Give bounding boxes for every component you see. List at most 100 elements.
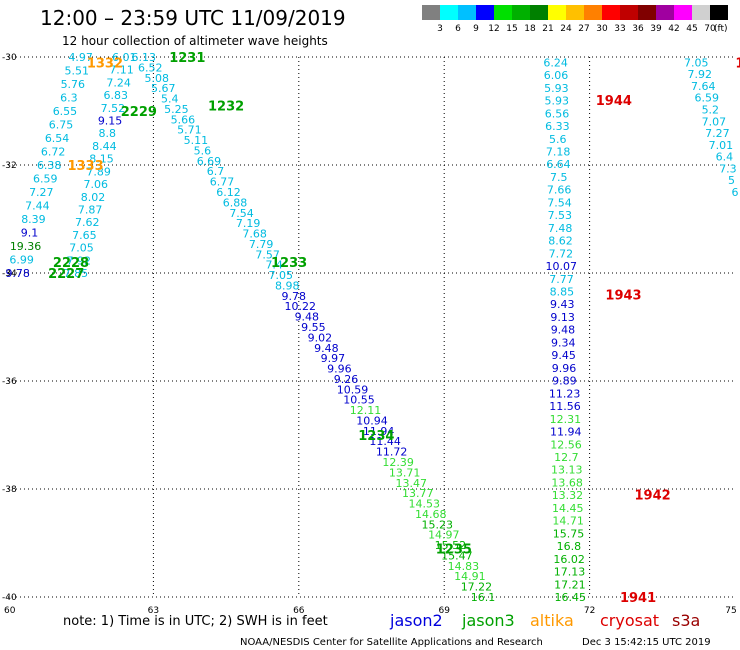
wave-height-label: 7.3 xyxy=(719,162,737,175)
time-label: 2227 xyxy=(48,267,84,282)
wave-height-label: 7.79 xyxy=(249,238,274,251)
wave-height-label: 7.44 xyxy=(25,200,50,213)
x-tick-label: 72 xyxy=(584,606,595,616)
wave-height-label: 14.45 xyxy=(552,502,584,515)
wave-height-label: 7.65 xyxy=(72,229,97,242)
wave-height-label: 7.24 xyxy=(106,76,131,89)
wave-height-label: 7.66 xyxy=(547,184,572,197)
y-tick-label: -36 xyxy=(2,377,17,387)
color-scale-legend: 3 6 9 12 15 18 21 24 27 30 33 36 39 42 45 70(ft) xyxy=(422,5,728,34)
scale-label: 18 xyxy=(524,24,536,34)
wave-height-label: 6.83 xyxy=(104,89,129,102)
wave-height-label: 7.87 xyxy=(78,203,103,216)
wave-height-label: 7.64 xyxy=(691,80,716,93)
scale-label: 12 xyxy=(488,24,499,34)
wave-height-label: 9.45 xyxy=(551,349,576,362)
satellite-legend-entry: s3a xyxy=(672,611,700,630)
wave-height-label: 6.01 xyxy=(112,51,137,64)
wave-height-label: 7.57 xyxy=(255,248,280,261)
wave-height-label: 6.54 xyxy=(45,132,70,145)
time-label: 1233 xyxy=(271,256,307,271)
wave-height-label: 5.25 xyxy=(164,103,189,116)
wave-height-label: 5.2 xyxy=(702,104,720,117)
wave-height-label: 12.31 xyxy=(550,413,582,426)
wave-height-label: 14.71 xyxy=(552,515,584,528)
wave-height-label: 8.8 xyxy=(98,127,116,140)
wave-height-label: 11.72 xyxy=(376,446,408,459)
wave-height-label: 12.7 xyxy=(554,451,579,464)
wave-height-label: 5.93 xyxy=(544,82,569,95)
wave-height-label: 9.96 xyxy=(552,362,577,375)
y-tick-label: -38 xyxy=(2,485,17,495)
wave-height-label: 9.34 xyxy=(551,336,576,349)
wave-height-label: 9.96 xyxy=(327,363,352,376)
scale-swatch xyxy=(530,5,548,20)
scale-swatch xyxy=(692,5,710,20)
wave-height-label: 7.52 xyxy=(101,102,126,115)
wave-height-label: 5.66 xyxy=(171,113,196,126)
wave-height-label: 7.27 xyxy=(29,186,54,199)
wave-height-label: 15.52 xyxy=(435,539,467,552)
wave-height-label: 12.56 xyxy=(550,438,582,451)
wave-height-label: 13.68 xyxy=(551,476,583,489)
wave-height-label: 8.44 xyxy=(92,140,117,153)
wave-height-label: 5.6 xyxy=(194,144,212,157)
time-label: 1941 xyxy=(620,591,656,606)
wave-height-label: 5.76 xyxy=(61,78,86,91)
wave-height-label: 8.98 xyxy=(275,279,300,292)
wave-height-label: 5.08 xyxy=(145,72,170,85)
wave-height-label: 7.68 xyxy=(242,228,267,241)
wave-height-label: 10.55 xyxy=(343,394,375,407)
wave-height-label: 11.23 xyxy=(549,387,581,400)
wave-height-label: 6.06 xyxy=(544,69,569,82)
satellite-legend-entry: cryosat xyxy=(600,611,659,630)
wave-height-label: 8.39 xyxy=(21,213,46,226)
wave-height-label: 7.54 xyxy=(229,207,254,220)
y-tick-label: -40 xyxy=(2,593,17,603)
wave-height-label: 6.99 xyxy=(9,254,34,267)
scale-label: 15 xyxy=(506,24,517,34)
scale-swatch xyxy=(458,5,476,20)
scale-label: 27 xyxy=(578,24,589,34)
wave-height-label: 16.1 xyxy=(471,591,496,604)
chart-subtitle: 12 hour collection of altimeter wave hei… xyxy=(62,34,328,48)
wave-height-label: 7.89 xyxy=(86,165,111,178)
wave-height-label: 7.05 xyxy=(268,269,293,282)
wave-height-label: 6.55 xyxy=(53,105,78,118)
scale-label: 33 xyxy=(614,24,625,34)
wave-height-label: 10.22 xyxy=(285,300,317,313)
wave-height-label: 5.93 xyxy=(544,95,569,108)
wave-height-label: 8.02 xyxy=(81,191,106,204)
x-tick-label: 60 xyxy=(4,606,16,616)
satellite-legend-entry: jason2 xyxy=(389,611,443,630)
wave-height-label: 6.88 xyxy=(223,196,248,209)
wave-height-label: 16.02 xyxy=(553,553,585,566)
wave-height-label: 7.01 xyxy=(709,139,734,152)
scale-label: 45 xyxy=(686,24,697,34)
wave-height-label: 13.32 xyxy=(552,489,584,502)
wave-height-label: 6.3 xyxy=(60,92,78,105)
y-tick-label: -32 xyxy=(2,161,17,171)
time-label: 1332 xyxy=(87,56,123,71)
wave-height-label: 7.92 xyxy=(688,68,713,81)
wave-height-label: 6.64 xyxy=(546,158,571,171)
wave-height-label: 6.33 xyxy=(545,120,570,133)
wave-height-tracks: 4.975.515.766.36.556.756.546.726.386.597… xyxy=(5,51,738,604)
wave-height-label: 7.11 xyxy=(109,64,134,77)
wave-height-label: 7.18 xyxy=(546,146,571,159)
scale-label: 21 xyxy=(542,24,553,34)
wave-height-label: 7.92 xyxy=(66,254,91,267)
wave-height-label: 6.52 xyxy=(138,61,163,74)
wave-height-label: 7.19 xyxy=(236,217,261,230)
wave-height-label: 6.72 xyxy=(41,146,66,159)
wave-height-label: 9.89 xyxy=(552,375,577,388)
wave-height-label: 14.91 xyxy=(454,570,486,583)
wave-height-label: 16.8 xyxy=(557,540,582,553)
scale-swatch xyxy=(512,5,530,20)
scale-swatch xyxy=(440,5,458,20)
wave-height-label: 5.11 xyxy=(184,134,209,147)
wave-height-label: 5 xyxy=(728,174,735,187)
wave-height-label: 9.55 xyxy=(301,321,326,334)
wave-height-label: 7.77 xyxy=(549,273,574,286)
